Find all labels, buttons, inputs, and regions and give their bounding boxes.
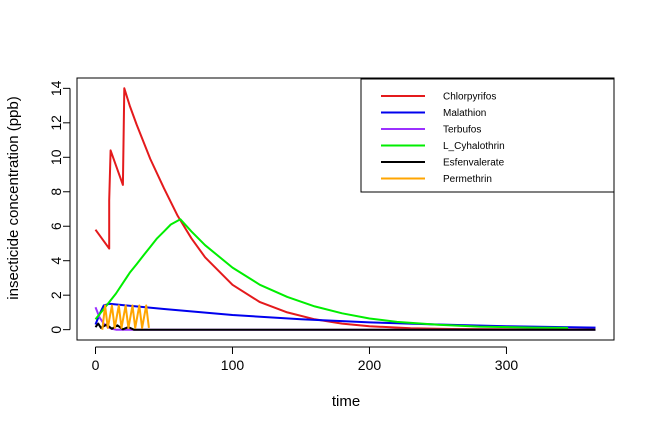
y-tick-label: 0 [48,326,64,334]
x-tick-label: 0 [92,357,100,373]
y-axis-title: insecticide concentration (ppb) [5,96,22,299]
y-tick-label: 14 [48,80,64,96]
series-line-l-cyhalothrin [94,218,569,329]
x-tick-label: 200 [358,357,382,373]
y-axis: 0 2 4 6 8 10 12 14 [48,80,71,334]
y-tick-label: 2 [48,291,64,299]
legend-label-l-cyhalothrin: L_Cyhalothrin [443,141,505,152]
y-tick-label: 6 [48,222,64,230]
series-line-chlorpyrifos [94,87,596,331]
series-layer [94,87,596,331]
y-tick-label: 10 [48,149,64,165]
legend-label-chlorpyrifos: Chlorpyrifos [443,92,496,103]
x-tick-label: 100 [221,357,245,373]
series-line-permethrin [101,304,150,330]
x-axis: 0 100 200 300 [92,346,519,373]
plot-frame [76,77,615,341]
x-tick-label: 300 [495,357,519,373]
legend-label-malathion: Malathion [443,108,486,119]
legend: Chlorpyrifos Malathion Terbufos L_Cyhalothr… [360,78,615,193]
legend-label-esfenvalerate: Esfenvalerate [443,158,505,169]
y-tick-label: 4 [48,257,64,265]
y-tick-label: 12 [48,115,64,131]
x-axis-title: time [332,393,360,410]
y-tick-label: 8 [48,188,64,196]
legend-label-permethrin: Permethrin [443,174,492,185]
legend-label-terbufos: Terbufos [443,125,481,136]
legend-box [360,78,615,193]
